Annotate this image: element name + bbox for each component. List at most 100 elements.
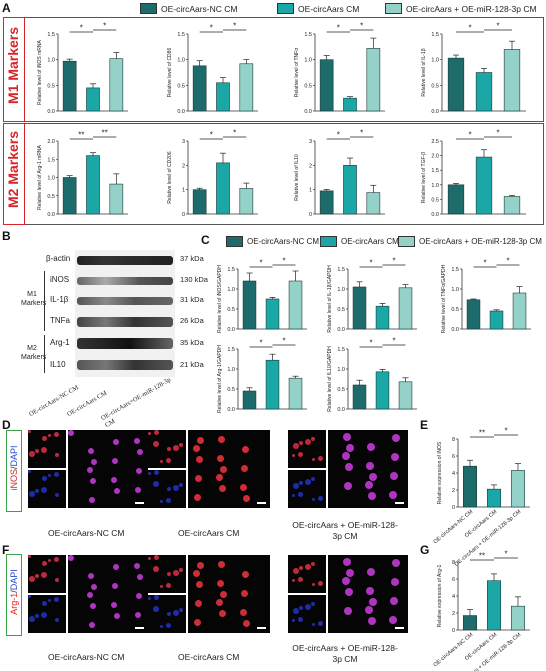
cell-dot bbox=[113, 439, 119, 445]
cell-dot bbox=[42, 436, 47, 441]
y-axis-label: Relative expression of Arg-1 bbox=[437, 565, 443, 628]
cell-dot bbox=[345, 463, 353, 471]
cell-dot bbox=[216, 599, 223, 606]
micrograph-stain bbox=[288, 430, 326, 468]
y-tick-label: 0.0 bbox=[337, 327, 345, 333]
cell-dot bbox=[179, 483, 183, 487]
cell-dot bbox=[160, 625, 163, 628]
cell-dot bbox=[218, 561, 225, 568]
cell-dot bbox=[42, 601, 47, 606]
cell-dot bbox=[111, 602, 117, 608]
legend-c-label-nc: OE-circAars-NC CM bbox=[247, 237, 319, 246]
wb-m1-markers: M1 Markers bbox=[21, 291, 47, 307]
sig-marker: * bbox=[392, 257, 395, 266]
cell-dot bbox=[91, 459, 97, 465]
cell-dot bbox=[345, 588, 353, 596]
cell-dot bbox=[160, 585, 163, 588]
bar bbox=[265, 298, 280, 330]
cell-dot bbox=[292, 454, 295, 457]
panel-label-d: D bbox=[2, 418, 11, 432]
m2-section-box bbox=[3, 123, 544, 225]
cell-dot bbox=[312, 458, 315, 461]
cell-dot bbox=[193, 570, 200, 577]
cell-dot bbox=[241, 590, 248, 597]
y-tick-label: 0 bbox=[452, 505, 455, 511]
d-stain-label: iNOS/DAPI bbox=[9, 445, 19, 491]
sig-marker: * bbox=[282, 257, 285, 266]
cell-dot bbox=[197, 562, 204, 569]
panel-label-e: E bbox=[420, 418, 429, 432]
cell-dot bbox=[166, 458, 171, 463]
cell-dot bbox=[41, 487, 47, 493]
cell-dot bbox=[365, 481, 373, 489]
bar bbox=[486, 488, 502, 508]
cell-dot bbox=[148, 557, 151, 560]
x-category-label: OE-circAars CM bbox=[464, 632, 499, 662]
cell-dot bbox=[219, 485, 226, 492]
cell-dot bbox=[28, 555, 31, 558]
sig-marker: * bbox=[506, 257, 509, 266]
y-tick-label: 2 bbox=[452, 611, 455, 617]
band-beta-actin bbox=[77, 256, 173, 265]
y-tick-label: 0.0 bbox=[451, 327, 459, 333]
cell-dot bbox=[89, 622, 95, 628]
cell-dot bbox=[242, 446, 249, 453]
wb-lane-inh: OE-circAars+OE-miR-128-3p CM bbox=[100, 376, 173, 429]
y-tick-label: 0.5 bbox=[227, 307, 235, 313]
cell-dot bbox=[179, 568, 183, 572]
y-tick-label: 0 bbox=[452, 628, 455, 634]
cell-dot bbox=[160, 460, 163, 463]
d-stain-box bbox=[6, 430, 22, 512]
cell-dot bbox=[134, 563, 140, 569]
y-axis-label: Relative level of iNOS/GAPDH bbox=[217, 265, 223, 333]
sig-marker: * bbox=[259, 339, 262, 348]
cell-dot bbox=[243, 495, 250, 502]
wb-m1-bracket bbox=[44, 271, 45, 331]
cell-dot bbox=[305, 479, 311, 485]
micrograph-merge bbox=[188, 430, 270, 508]
panel-label-a: A bbox=[2, 1, 11, 15]
micrograph-dapi bbox=[288, 470, 326, 508]
cell-dot bbox=[48, 474, 51, 477]
cell-dot bbox=[114, 613, 120, 619]
cell-dot bbox=[219, 610, 226, 617]
panel-label-b: B bbox=[2, 229, 11, 243]
legend-item-nc: OE-circAars-NC CM bbox=[140, 3, 238, 14]
cell-dot bbox=[311, 562, 315, 566]
f-stain-arg1: Arg-1 bbox=[9, 592, 19, 615]
bar bbox=[242, 280, 257, 330]
scale-bar bbox=[257, 502, 266, 504]
band-il10 bbox=[77, 360, 173, 370]
y-tick-label: 1.5 bbox=[337, 347, 345, 353]
cell-dot bbox=[29, 616, 35, 622]
legend-label-inh: OE-circAars + OE-miR-128-3p CM bbox=[406, 3, 537, 14]
micrograph-merge bbox=[328, 555, 408, 633]
cell-dot bbox=[240, 484, 247, 491]
wb-label-il10: IL10 bbox=[50, 360, 66, 369]
wb-label-inos: iNOS bbox=[50, 275, 70, 284]
cell-dot bbox=[148, 472, 151, 475]
cell-dot bbox=[196, 581, 203, 588]
cell-dot bbox=[91, 584, 97, 590]
cell-dot bbox=[299, 566, 303, 570]
sig-marker: * bbox=[392, 337, 395, 346]
bar-chart-10: 0.0 0.5 1.0 1.5 Relative level of TNFα/GAPDH… bbox=[441, 257, 531, 333]
cell-dot bbox=[136, 593, 142, 599]
wb-label-il1b: IL-1β bbox=[50, 295, 69, 304]
bar bbox=[512, 292, 527, 330]
m2-label-box bbox=[3, 123, 25, 225]
y-tick-label: 0.0 bbox=[227, 327, 235, 333]
cell-dot bbox=[392, 434, 400, 442]
bar bbox=[510, 605, 526, 631]
cell-dot bbox=[166, 623, 171, 628]
cell-dot bbox=[68, 555, 74, 561]
cell-dot bbox=[312, 498, 315, 501]
y-tick-label: 1.5 bbox=[451, 267, 459, 273]
cell-dot bbox=[293, 443, 299, 449]
cell-dot bbox=[90, 478, 96, 484]
bar bbox=[462, 615, 478, 631]
panel-label-g: G bbox=[420, 543, 430, 557]
cell-dot bbox=[90, 603, 96, 609]
band-il1b bbox=[77, 297, 173, 305]
legend-c-label-inh: OE-circAars + OE-miR-128-3p CM bbox=[419, 237, 542, 246]
